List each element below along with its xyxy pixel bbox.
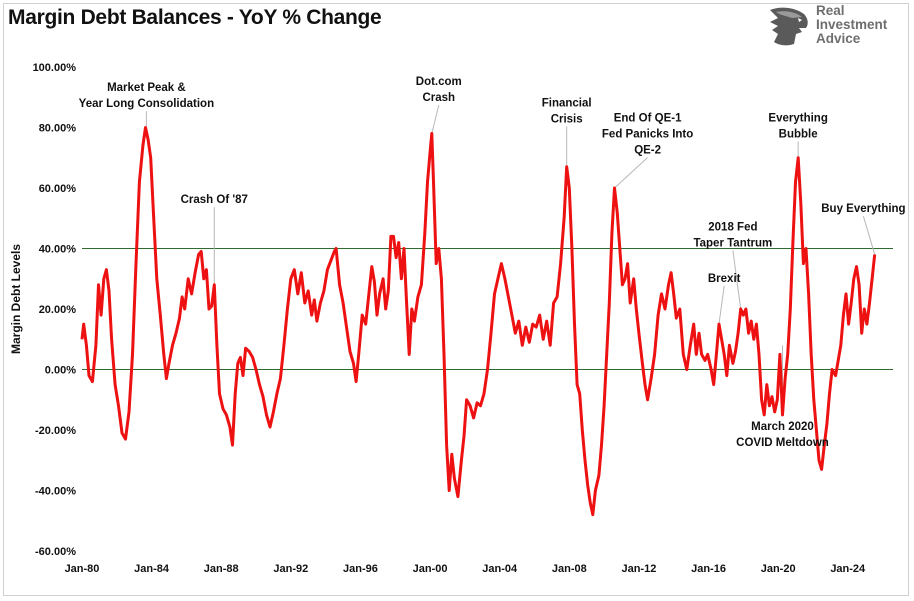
x-tick-label: Jan-24 (830, 563, 866, 575)
annotation-label: Dot.com Crash (416, 76, 462, 104)
y-tick-label: -40.00% (35, 486, 76, 498)
annotation-label: March 2020 COVID Meltdown (736, 421, 829, 449)
annotation-line: QE-2 (634, 144, 661, 156)
x-tick-label: Jan-00 (413, 563, 448, 575)
annotation-label: Market Peak & Year Long Consolidation (79, 82, 214, 110)
annotation-label: End Of QE-1 Fed Panicks Into QE-2 (602, 112, 693, 156)
chart-title: Margin Debt Balances - YoY % Change (8, 6, 382, 29)
brand-line3: Advice (816, 31, 861, 46)
x-tick-label: Jan-80 (65, 563, 100, 575)
y-tick-label: 80.00% (39, 123, 77, 135)
annotation-line: Fed Panicks Into (602, 128, 693, 140)
y-tick-label: -20.00% (35, 425, 76, 437)
eagle-head-icon (770, 7, 808, 46)
y-tick-label: 20.00% (39, 304, 77, 316)
x-tick-label: Jan-04 (482, 563, 518, 575)
annotation-line: Year Long Consolidation (79, 98, 214, 110)
annotation-leader (732, 250, 742, 310)
annotation-label: Crash Of '87 (181, 194, 248, 206)
x-tick-label: Jan-84 (134, 563, 170, 575)
annotation-label: Brexit (708, 273, 741, 285)
annotation-line: Brexit (708, 273, 741, 285)
annotation-line: Everything (768, 112, 827, 124)
x-tick-label: Jan-92 (273, 563, 308, 575)
series-line (80, 126, 877, 517)
annotation-line: Dot.com (416, 76, 462, 88)
y-axis-label: Margin Debt Levels (9, 244, 23, 354)
annotation-line: Crash Of '87 (181, 194, 248, 206)
annotation-line: Taper Tantrum (693, 237, 772, 249)
annotation-label: Financial Crisis (542, 97, 592, 125)
y-tick-label: -60.00% (35, 546, 76, 558)
brand-name: Real Investment Advice (816, 4, 887, 46)
annotation-line: Crisis (551, 113, 583, 125)
annotation-line: Buy Everything (821, 203, 905, 215)
x-tick-label: Jan-12 (621, 563, 656, 575)
annotation-leader (862, 216, 876, 255)
annotation-line: COVID Meltdown (736, 437, 829, 449)
annotation-line: March 2020 (751, 421, 814, 433)
y-tick-label: 40.00% (39, 244, 77, 256)
x-tick-label: Jan-96 (343, 563, 378, 575)
annotation-line: Financial (542, 97, 592, 109)
annotation-label: Buy Everything (821, 203, 905, 215)
y-tick-label: 0.00% (45, 365, 76, 377)
brand-line2: Investment (816, 17, 888, 32)
x-tick-label: Jan-88 (204, 563, 239, 575)
annotation-label: Everything Bubble (768, 112, 827, 140)
annotation-leader (718, 285, 725, 325)
annotation-label: 2018 Fed Taper Tantrum (693, 221, 772, 249)
annotation-line: Crash (422, 92, 455, 104)
annotation-leader (431, 105, 440, 134)
brand-line1: Real (816, 3, 845, 18)
x-tick-label: Jan-16 (691, 563, 726, 575)
brand-logo: Real Investment Advice (766, 4, 906, 50)
annotation-line: 2018 Fed (708, 221, 757, 233)
x-tick-label: Jan-08 (552, 563, 587, 575)
annotation-leader (614, 157, 648, 189)
annotation-line: Market Peak & (107, 82, 186, 94)
x-tick-label: Jan-20 (761, 563, 796, 575)
annotation-line: End Of QE-1 (614, 112, 682, 124)
y-tick-label: 60.00% (39, 183, 77, 195)
chart-frame (3, 3, 909, 596)
y-tick-label: 100.00% (33, 62, 77, 74)
annotation-line: Bubble (779, 128, 818, 140)
